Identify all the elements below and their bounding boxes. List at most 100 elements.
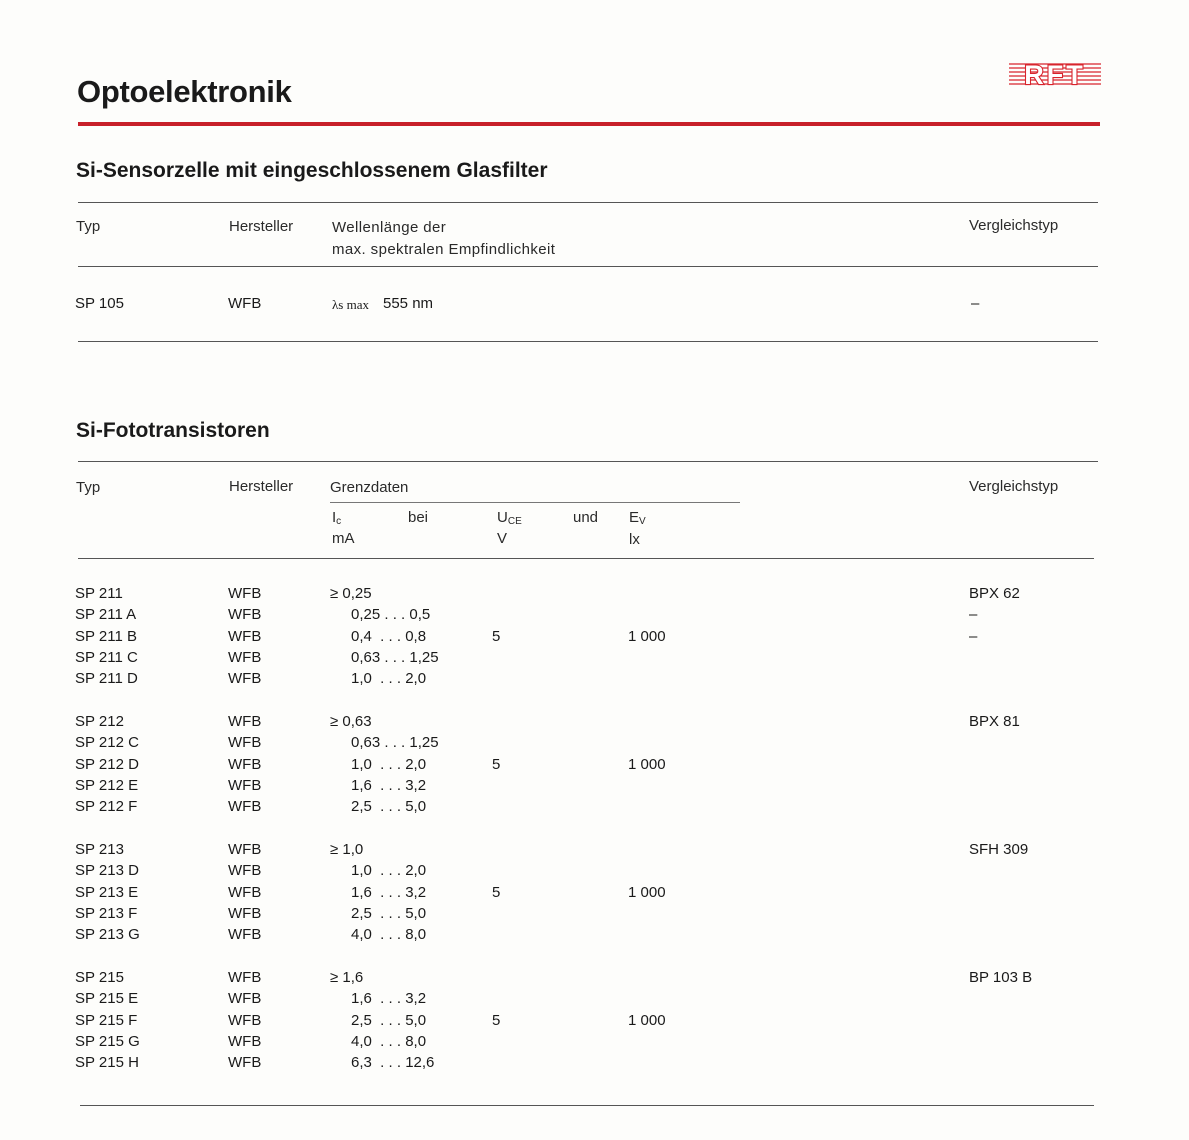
cell-ic: ≥ 0,25 — [330, 585, 372, 602]
col-header-grenzdaten: Grenzdaten — [330, 479, 409, 496]
table-row: SP 215 G WFB 4,0 . . . 8,0 — [0, 1033, 1189, 1054]
cell-ic: 2,5 . . . 5,0 — [351, 1011, 427, 1029]
cell-vergleichstyp: – — [969, 606, 978, 624]
table-row: SP 211 A WFB 0,25 . . . 0,5 – — [0, 606, 1189, 627]
cell-typ: SP 211 A — [75, 606, 137, 624]
cell-typ: SP 215 E — [75, 990, 139, 1008]
cell-ic: 2,5 . . . 5,0 — [351, 798, 427, 816]
cell-hersteller: WFB — [228, 1032, 262, 1050]
cell-typ: SP 212 E — [75, 776, 139, 794]
cell-ic: ≥ 0,63 — [330, 713, 372, 730]
table-row: SP 213 G WFB 4,0 . . . 8,0 — [0, 926, 1189, 947]
cell-uce: 5 — [492, 627, 501, 645]
cell-hersteller: WFB — [228, 926, 262, 944]
header-divider — [78, 122, 1100, 126]
cell-uce: 5 — [492, 883, 501, 901]
header-ic: I — [332, 509, 337, 526]
cell-vergleichstyp: – — [969, 627, 978, 645]
cell-hersteller: WFB — [228, 798, 262, 816]
table-row: SP 215 E WFB 1,6 . . . 3,2 — [0, 990, 1189, 1011]
cell-vergleichstyp: – — [971, 295, 980, 312]
cell-typ: SP 105 — [75, 295, 124, 312]
cell-ic: 1,6 . . . 3,2 — [351, 776, 427, 794]
header-ev: E — [629, 509, 640, 526]
cell-hersteller: WFB — [228, 670, 262, 688]
cell-typ: SP 213 — [75, 841, 124, 858]
grenzdaten-rule — [330, 502, 740, 503]
table-rule — [78, 341, 1098, 342]
cell-uce: 5 — [492, 755, 501, 773]
table-row: SP 105 WFB λs max 555 nm – — [0, 295, 1189, 316]
cell-typ: SP 212 F — [75, 798, 138, 816]
cell-ic: 1,6 . . . 3,2 — [351, 883, 427, 901]
cell-typ: SP 211 B — [75, 627, 137, 645]
table-rule — [78, 202, 1098, 203]
cell-vergleichstyp: BPX 81 — [969, 713, 1020, 730]
cell-hersteller: WFB — [228, 883, 262, 901]
cell-hersteller: WFB — [228, 713, 262, 730]
cell-ic: 1,6 . . . 3,2 — [351, 990, 427, 1008]
cell-typ: SP 211 D — [75, 670, 138, 688]
cell-ev: 1 000 — [628, 883, 666, 901]
table-row: SP 212 C WFB 0,63 . . . 1,25 — [0, 734, 1189, 755]
header-ev-unit: lx — [629, 531, 640, 548]
cell-typ: SP 213 D — [75, 862, 139, 880]
cell-hersteller: WFB — [228, 969, 262, 986]
table-row: SP 211 B WFB 0,4 . . . 0,8 – 5 1 000 — [0, 628, 1189, 649]
section-title-fototransistoren: Si-Fototransistoren — [76, 419, 270, 442]
cell-hersteller: WFB — [228, 1011, 262, 1029]
cell-ic: 1,0 . . . 2,0 — [351, 755, 427, 773]
table-row: SP 213 D WFB 1,0 . . . 2,0 — [0, 862, 1189, 883]
cell-typ: SP 213 F — [75, 904, 138, 922]
cell-hersteller: WFB — [228, 755, 262, 773]
header-bei: bei — [408, 509, 429, 526]
table-rule — [80, 1105, 1094, 1106]
cell-ic: 0,63 . . . 1,25 — [351, 648, 439, 666]
col-header-typ: Typ — [76, 479, 101, 496]
col-header-vergleichstyp: Vergleichstyp — [969, 217, 1059, 234]
cell-ic: 0,63 . . . 1,25 — [351, 734, 439, 752]
cell-typ: SP 212 C — [75, 734, 139, 752]
cell-hersteller: WFB — [228, 606, 262, 624]
table-row: SP 213 E WFB 1,6 . . . 3,2 5 1 000 — [0, 884, 1189, 905]
cell-hersteller: WFB — [228, 734, 262, 752]
cell-ev: 1 000 — [628, 627, 666, 645]
cell-ic: 2,5 . . . 5,0 — [351, 904, 427, 922]
cell-ic: ≥ 1,0 — [330, 841, 364, 858]
header-uce-sub: CE — [507, 516, 522, 527]
cell-typ: SP 215 G — [75, 1032, 140, 1050]
table-rule — [78, 461, 1098, 462]
cell-typ: SP 215 H — [75, 1054, 139, 1072]
table-row: SP 211 C WFB 0,63 . . . 1,25 — [0, 649, 1189, 670]
cell-ic: 0,4 . . . 0,8 — [351, 627, 427, 645]
header-uce: U — [497, 509, 508, 526]
cell-ev: 1 000 — [628, 755, 666, 773]
cell-ic: 4,0 . . . 8,0 — [351, 926, 427, 944]
col-header-vergleichstyp: Vergleichstyp — [969, 478, 1059, 495]
cell-hersteller: WFB — [228, 841, 262, 858]
cell-ic: 0,25 . . . 0,5 — [351, 606, 431, 624]
cell-hersteller: WFB — [228, 904, 262, 922]
cell-ic: 1,0 . . . 2,0 — [351, 670, 427, 688]
svg-text:RFT: RFT — [1024, 60, 1085, 88]
cell-vergleichstyp: BP 103 B — [969, 969, 1033, 986]
table-row: SP 215 H WFB 6,3 . . . 12,6 — [0, 1054, 1189, 1075]
table-rule — [78, 266, 1098, 267]
cell-hersteller: WFB — [228, 862, 262, 880]
table-row: SP 212 WFB ≥ 0,63 BPX 81 — [0, 713, 1189, 734]
cell-typ: SP 213 G — [75, 926, 140, 944]
section-title-sensorzelle: Si-Sensorzelle mit eingeschlossenem Glas… — [76, 159, 548, 182]
table-row: SP 213 WFB ≥ 1,0 SFH 309 — [0, 841, 1189, 862]
table-row: SP 212 E WFB 1,6 . . . 3,2 — [0, 777, 1189, 798]
cell-typ: SP 215 — [75, 969, 124, 986]
cell-ic: 6,3 . . . 12,6 — [351, 1054, 435, 1072]
cell-wellenlaenge: 555 nm — [383, 295, 434, 312]
cell-hersteller: WFB — [228, 627, 262, 645]
col-header-wellenlaenge-2: max. spektralen Empfindlichkeit — [332, 241, 556, 258]
lambda-symbol: λs max — [332, 297, 369, 312]
cell-hersteller: WFB — [228, 295, 262, 312]
cell-hersteller: WFB — [228, 648, 262, 666]
table-row: SP 211 D WFB 1,0 . . . 2,0 — [0, 670, 1189, 691]
header-uce-unit: V — [497, 530, 508, 547]
rft-logo: RFT — [1009, 60, 1101, 88]
